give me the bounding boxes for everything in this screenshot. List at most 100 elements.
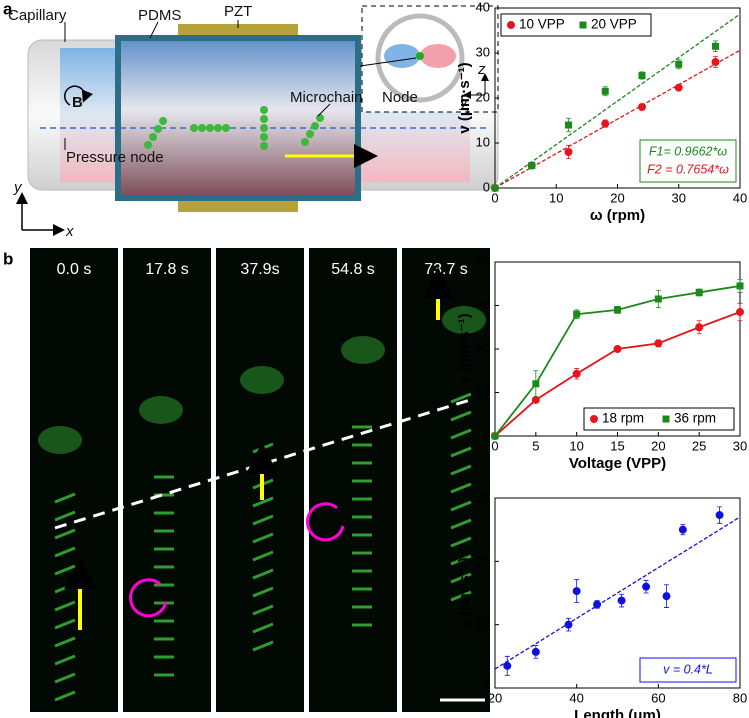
x-tick-label: 15	[610, 438, 624, 453]
fit-line	[494, 516, 741, 670]
time-label: 17.8 s	[145, 261, 189, 278]
y-tick-label: 10	[476, 134, 490, 149]
x-tick-label: 60	[651, 690, 665, 705]
x-tick-label: 0	[491, 438, 498, 453]
diagram-label: x	[65, 223, 74, 240]
marker	[654, 295, 662, 303]
marker	[601, 119, 610, 128]
y-tick-label: 20	[476, 340, 490, 355]
diagram-label: Pressure node	[66, 149, 164, 166]
marker	[573, 310, 581, 318]
marker	[614, 306, 621, 314]
chain-segment	[252, 622, 274, 634]
time-label: 54.8 s	[331, 261, 375, 278]
y-tick-label: 5	[483, 679, 490, 694]
time-label: 0.0 s	[57, 261, 92, 278]
chain-segment	[54, 528, 76, 540]
chain-segment	[450, 446, 472, 458]
chain-segment	[252, 568, 274, 580]
plot-frame	[494, 497, 741, 689]
diagram-label: PZT	[224, 3, 252, 20]
y-tick-label: 10	[476, 384, 490, 399]
fit-box	[639, 139, 737, 183]
chain-segment	[450, 536, 472, 548]
y-axis-label: v (μm·s⁻¹)	[456, 557, 473, 628]
legend-label: 18 rpm	[602, 411, 644, 426]
marker	[572, 369, 581, 378]
marker	[695, 323, 704, 332]
marker	[695, 288, 703, 296]
y-axis-label: v (μm·s⁻¹)	[456, 313, 473, 384]
marker	[678, 525, 687, 534]
fit-label: F2 = 0.7654*ω	[647, 162, 729, 176]
legend-marker	[662, 415, 670, 423]
micrograph	[123, 248, 211, 712]
trajectory	[54, 398, 471, 530]
glow	[38, 426, 82, 454]
diagram-label: Node	[382, 89, 418, 106]
marker	[565, 121, 572, 129]
x-axis-label: Length (μm)	[574, 707, 661, 718]
legend-label: 36 rpm	[674, 411, 716, 426]
x-tick-label: 5	[532, 438, 539, 453]
chain-segment	[450, 554, 472, 566]
marker	[491, 184, 499, 192]
marker	[613, 345, 622, 353]
diagram-label: y	[459, 94, 469, 111]
marker	[491, 432, 499, 440]
diagram-label: Capillary	[8, 7, 67, 24]
timelapse-images: 0.0 s 17.8 s 37.9s 54.8 s 73.7 s	[30, 248, 490, 712]
y-tick-label: 15	[476, 616, 490, 631]
y-tick-label: 25	[476, 553, 490, 568]
fit-label: F1= 0.9662*ω	[649, 144, 727, 158]
chain-segment	[450, 590, 472, 602]
marker	[674, 83, 683, 92]
legend-marker	[590, 415, 598, 423]
chain-segment	[450, 500, 472, 512]
chain-segment	[450, 428, 472, 440]
device-diagram	[16, 5, 499, 236]
chain-segment	[54, 546, 76, 558]
marker	[654, 339, 663, 348]
marker	[711, 58, 720, 66]
marker	[712, 42, 719, 50]
x-tick-label: 10	[569, 438, 583, 453]
x-tick-label: 25	[692, 438, 706, 453]
diagram-label: Microchain	[290, 89, 363, 106]
x-axis-label: ω (rpm)	[590, 207, 645, 224]
x-tick-label: 20	[610, 190, 624, 205]
x-tick-label: 10	[549, 190, 563, 205]
fit-line	[494, 13, 741, 189]
glow	[240, 366, 284, 394]
marker	[528, 162, 536, 169]
fit-box	[639, 657, 737, 683]
x-tick-label: 30	[733, 438, 747, 453]
diagram-label: B	[72, 94, 83, 111]
x-tick-label: 0	[491, 190, 498, 205]
glow	[341, 336, 385, 364]
marker	[532, 380, 540, 388]
chain-segment	[450, 518, 472, 530]
glow	[442, 306, 486, 334]
chain-segment	[252, 496, 274, 508]
x-tick-label: 20	[488, 690, 502, 705]
panel-label: b	[3, 249, 13, 268]
chain-segment	[252, 514, 274, 526]
x-tick-label: 40	[733, 190, 747, 205]
x-tick-label: 80	[733, 690, 747, 705]
marker	[572, 587, 581, 596]
marker	[662, 592, 671, 601]
chain-segment	[252, 532, 274, 544]
marker	[675, 60, 683, 68]
chain-segment	[450, 572, 472, 584]
x-tick-label: 30	[672, 190, 686, 205]
x-axis-label: Voltage (VPP)	[569, 455, 666, 472]
marker	[531, 395, 540, 404]
chain-segment	[54, 510, 76, 522]
marker	[736, 308, 744, 317]
time-label: 73.7 s	[424, 261, 468, 278]
chain-segment	[252, 640, 274, 652]
y-tick-label: 0	[483, 179, 490, 194]
legend-marker	[579, 21, 587, 29]
